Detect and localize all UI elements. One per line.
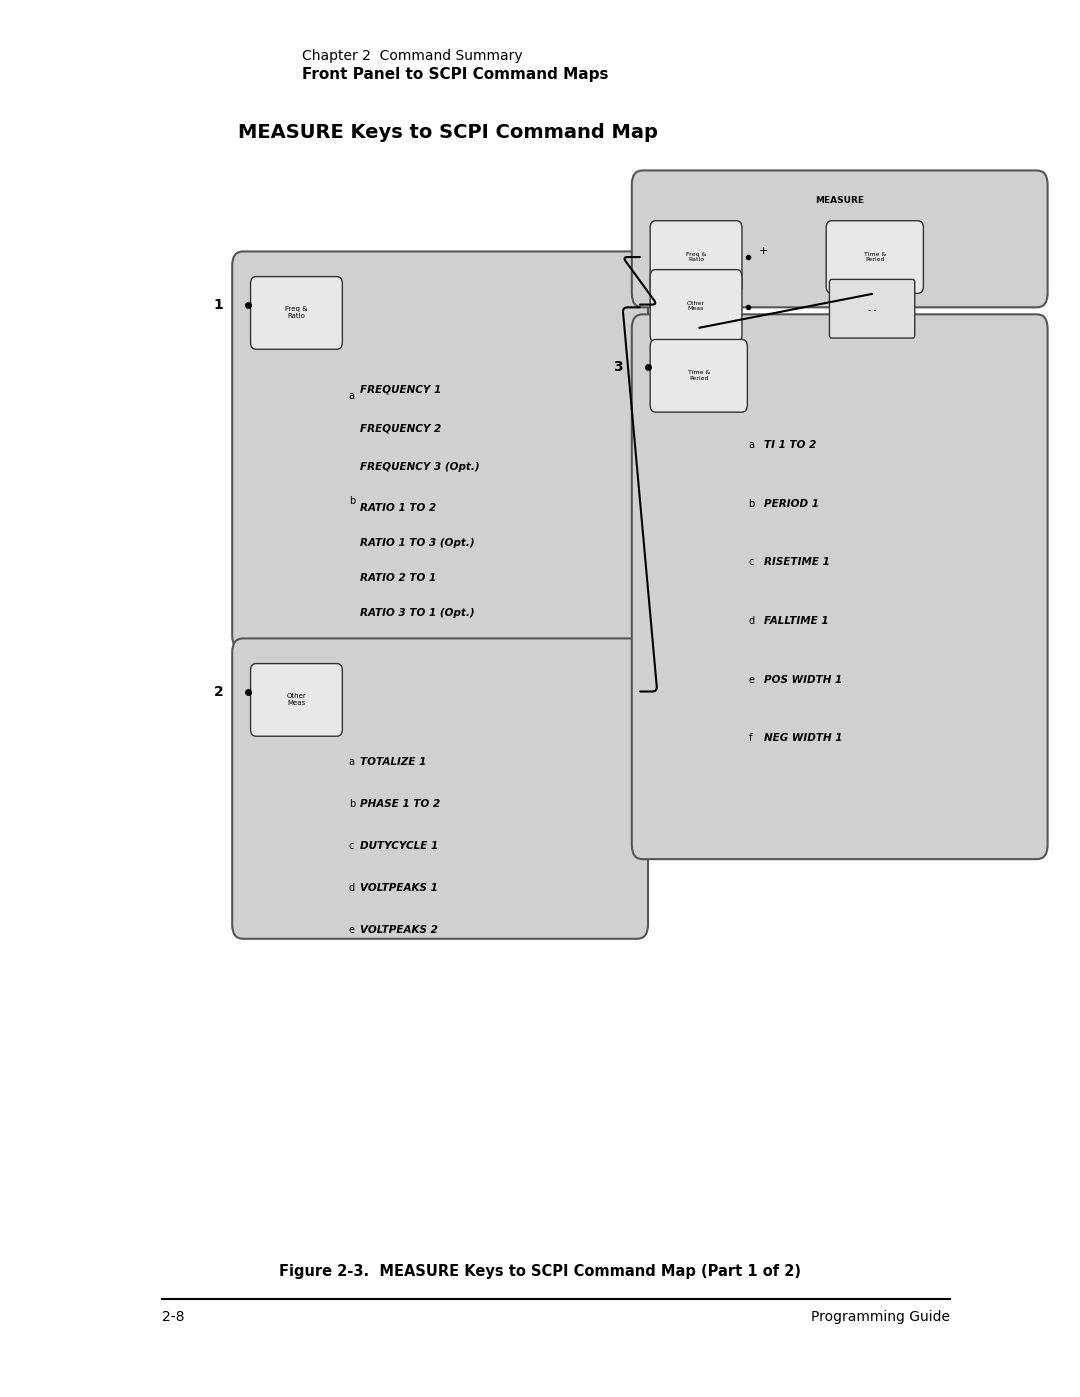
Text: POS WIDTH 1: POS WIDTH 1 [764, 675, 841, 685]
Text: 2: 2 [214, 685, 224, 698]
Text: e: e [748, 675, 755, 685]
Text: Figure 2-3.  MEASURE Keys to SCPI Command Map (Part 1 of 2): Figure 2-3. MEASURE Keys to SCPI Command… [279, 1264, 801, 1280]
FancyBboxPatch shape [251, 277, 342, 349]
Text: RATIO 1 TO 3 (Opt.): RATIO 1 TO 3 (Opt.) [360, 538, 474, 548]
Text: Other
Meas: Other Meas [687, 300, 705, 312]
Text: d: d [748, 616, 755, 626]
Text: b: b [748, 499, 755, 509]
Text: RISETIME 1: RISETIME 1 [764, 557, 829, 567]
Text: a: a [349, 391, 355, 401]
Text: c: c [748, 557, 754, 567]
Text: 2-8: 2-8 [162, 1310, 185, 1324]
Text: Chapter 2  Command Summary: Chapter 2 Command Summary [302, 49, 523, 63]
FancyBboxPatch shape [632, 170, 1048, 307]
Text: f: f [748, 733, 752, 743]
Text: Time &
Period: Time & Period [688, 370, 710, 381]
Text: +: + [759, 246, 769, 257]
Text: Freq &
Ratio: Freq & Ratio [285, 306, 308, 320]
FancyBboxPatch shape [650, 221, 742, 293]
FancyBboxPatch shape [829, 279, 915, 338]
Text: e: e [349, 925, 355, 935]
Text: RATIO 2 TO 1: RATIO 2 TO 1 [360, 573, 436, 583]
Text: VOLTPEAKS 2: VOLTPEAKS 2 [360, 925, 437, 935]
Text: RATIO 1 TO 2: RATIO 1 TO 2 [360, 503, 436, 513]
Text: MEASURE Keys to SCPI Command Map: MEASURE Keys to SCPI Command Map [238, 123, 658, 142]
Text: MEASURE: MEASURE [815, 196, 864, 204]
Text: a: a [748, 440, 755, 450]
FancyBboxPatch shape [650, 270, 742, 342]
Text: FREQUENCY 1: FREQUENCY 1 [360, 384, 441, 394]
Text: PERIOD 1: PERIOD 1 [764, 499, 819, 509]
Text: 3: 3 [613, 360, 623, 374]
Text: Time &
Period: Time & Period [864, 251, 886, 263]
Text: - -: - - [868, 306, 877, 314]
FancyBboxPatch shape [650, 339, 747, 412]
FancyBboxPatch shape [826, 221, 923, 293]
FancyBboxPatch shape [232, 251, 648, 650]
Text: b: b [349, 496, 355, 506]
Text: Programming Guide: Programming Guide [811, 1310, 950, 1324]
Text: 1: 1 [214, 298, 224, 312]
Text: RATIO 3 TO 1 (Opt.): RATIO 3 TO 1 (Opt.) [360, 608, 474, 617]
Text: FALLTIME 1: FALLTIME 1 [764, 616, 828, 626]
Text: PHASE 1 TO 2: PHASE 1 TO 2 [360, 799, 440, 809]
FancyBboxPatch shape [232, 638, 648, 939]
Text: c: c [349, 841, 354, 851]
FancyBboxPatch shape [251, 664, 342, 736]
Text: Freq &
Ratio: Freq & Ratio [686, 251, 706, 263]
Text: FREQUENCY 2: FREQUENCY 2 [360, 423, 441, 433]
Text: Front Panel to SCPI Command Maps: Front Panel to SCPI Command Maps [302, 67, 609, 82]
Text: VOLTPEAKS 1: VOLTPEAKS 1 [360, 883, 437, 893]
Text: b: b [349, 799, 355, 809]
Text: NEG WIDTH 1: NEG WIDTH 1 [764, 733, 842, 743]
Text: Other
Meas: Other Meas [286, 693, 307, 707]
FancyBboxPatch shape [632, 314, 1048, 859]
Text: TI 1 TO 2: TI 1 TO 2 [764, 440, 815, 450]
Text: FREQUENCY 3 (Opt.): FREQUENCY 3 (Opt.) [360, 462, 480, 472]
Text: a: a [349, 757, 355, 767]
Text: TOTALIZE 1: TOTALIZE 1 [360, 757, 426, 767]
Text: DUTYCYCLE 1: DUTYCYCLE 1 [360, 841, 437, 851]
Text: d: d [349, 883, 355, 893]
